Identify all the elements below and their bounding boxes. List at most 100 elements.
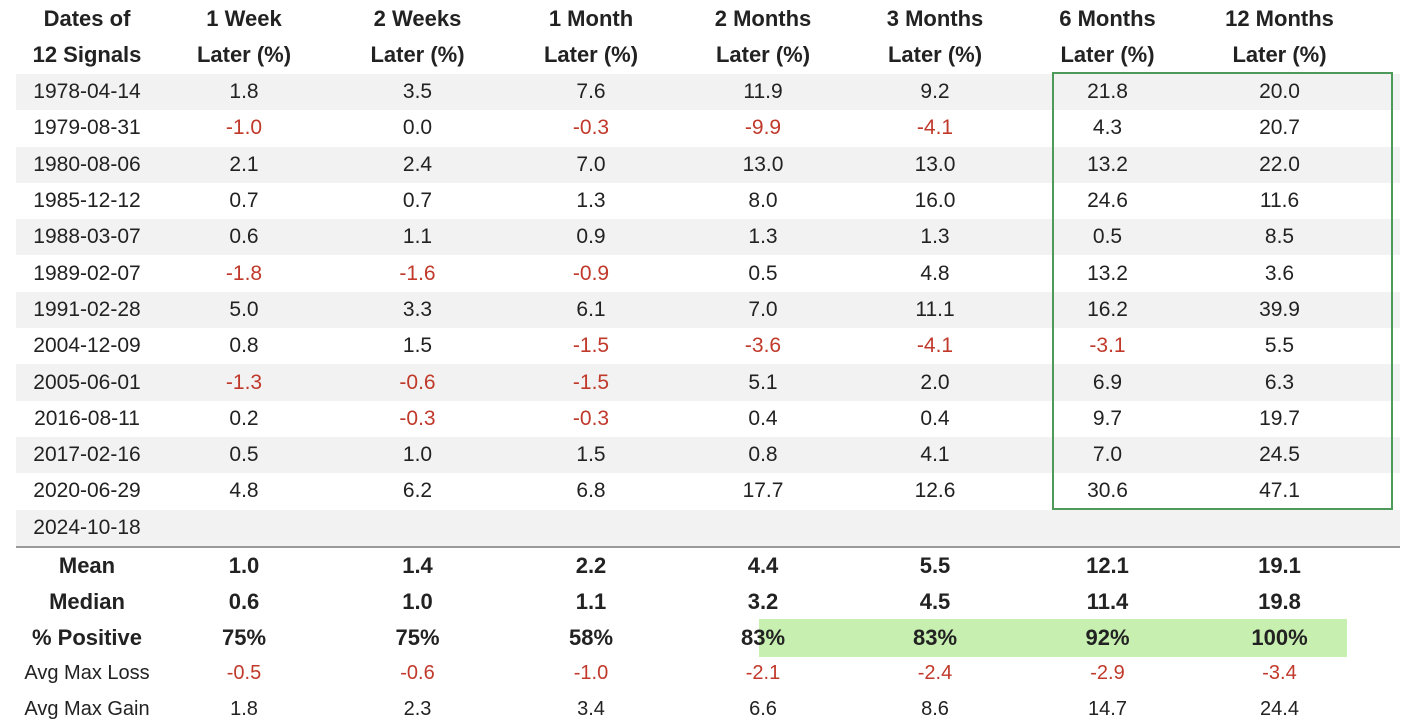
return-cell: -0.9 — [572, 261, 610, 285]
header-1-week: 1 Week Later (%) — [158, 1, 330, 73]
summary-value: 75% — [395, 624, 440, 650]
table-row: 2020-06-29 4.8 6.2 6.8 17.7 12.6 30.6 47.1 — [16, 473, 1400, 509]
return-cell: 0.8 — [748, 443, 778, 467]
summary-label: Median — [49, 588, 125, 614]
table-row: 1980-08-06 2.1 2.4 7.0 13.0 13.0 13.2 22.0 — [16, 146, 1400, 183]
header-line: Later (%) — [543, 42, 639, 67]
return-cell: 7.0 — [748, 297, 778, 321]
signal-date-cell: 1980-08-06 — [33, 152, 141, 176]
return-cell: -4.1 — [916, 116, 954, 140]
signal-date-cell: 2017-02-16 — [33, 443, 141, 467]
return-cell: 6.1 — [576, 297, 606, 321]
return-cell: 0.7 — [229, 189, 259, 213]
return-cell: 9.2 — [920, 80, 950, 104]
summary-value: 3.4 — [577, 698, 605, 721]
return-cell: 21.8 — [1087, 80, 1128, 104]
return-cell: 19.7 — [1259, 406, 1300, 430]
summary-row: % Positive 75% 75% 58% 83% 83% 92% 100% — [16, 620, 1400, 656]
return-cell: 2.0 — [920, 370, 950, 394]
summary-value: 4.4 — [747, 552, 779, 578]
summary-value: 1.0 — [228, 552, 260, 578]
return-cell: 1.8 — [229, 80, 259, 104]
signals-returns-table: Dates of 12 Signals 1 Week Later (%) 2 Wee… — [16, 0, 1400, 728]
return-cell: -1.3 — [225, 370, 263, 394]
summary-value: 19.1 — [1258, 552, 1301, 578]
return-cell: 30.6 — [1087, 479, 1128, 503]
header-line: Later (%) — [1060, 42, 1155, 67]
summary-label: Mean — [58, 552, 116, 578]
header-2-months: 2 Months Later (%) — [677, 1, 849, 73]
summary-label: Avg Max Gain — [24, 698, 150, 721]
return-cell: 1.5 — [402, 334, 433, 358]
summary-value: 5.5 — [919, 552, 951, 578]
table-row: 1988-03-07 0.6 1.1 0.9 1.3 1.3 0.5 8.5 — [16, 219, 1400, 256]
signal-date-cell: 1988-03-07 — [33, 225, 141, 249]
return-cell: 0.5 — [748, 261, 778, 285]
return-cell: 3.3 — [402, 297, 433, 321]
summary-row: Avg Max Gain 1.8 2.3 3.4 6.6 8.6 14.7 24.4 — [16, 692, 1400, 728]
summary-value: 1.1 — [575, 588, 607, 614]
positive-highlight-band — [759, 619, 1347, 657]
header-line: Dates of — [43, 6, 131, 31]
summary-value: 6.6 — [749, 698, 777, 721]
return-cell: 5.1 — [748, 370, 778, 394]
return-cell: 22.0 — [1259, 152, 1300, 176]
return-cell: -0.6 — [399, 370, 436, 394]
header-line: 2 Weeks — [373, 6, 462, 31]
return-cell: 2.1 — [229, 152, 259, 176]
summary-value: 11.4 — [1086, 588, 1129, 614]
return-cell: 20.7 — [1259, 116, 1300, 140]
signal-date-cell: 2020-06-29 — [33, 479, 141, 503]
summary-value: -2.9 — [1090, 662, 1125, 685]
return-cell: 0.5 — [1092, 225, 1123, 249]
signal-date-cell: 2016-08-11 — [34, 406, 140, 430]
header-line: Later (%) — [370, 42, 465, 67]
header-12-months: 12 Months Later (%) — [1194, 1, 1365, 73]
return-cell: -3.1 — [1089, 334, 1126, 358]
return-cell: 16.0 — [914, 189, 956, 213]
summary-label: % Positive — [31, 624, 143, 650]
header-line: 1 Month — [548, 6, 634, 31]
header-line: Later (%) — [715, 42, 811, 67]
signal-date-cell: 1978-04-14 — [33, 80, 141, 104]
summary-value: 4.5 — [919, 588, 951, 614]
signal-date-cell: 1991-02-28 — [33, 297, 141, 321]
return-cell: 6.3 — [1264, 370, 1295, 394]
return-cell: 24.5 — [1259, 443, 1300, 467]
return-cell: 0.0 — [402, 116, 433, 140]
return-cell: 24.6 — [1087, 189, 1128, 213]
signal-date-cell: 1979-08-31 — [33, 116, 141, 140]
return-cell: 3.5 — [402, 80, 433, 104]
return-cell: -3.6 — [744, 334, 782, 358]
header-6-months: 6 Months Later (%) — [1021, 1, 1194, 73]
summary-value: 14.7 — [1088, 698, 1127, 721]
summary-value: 1.4 — [402, 552, 433, 578]
return-cell: 20.0 — [1259, 80, 1300, 104]
return-cell: 1.5 — [576, 443, 606, 467]
summary-value: 83% — [912, 624, 958, 650]
summary-value: 1.8 — [230, 698, 258, 721]
return-cell: 13.0 — [742, 152, 784, 176]
signal-date-cell: 1989-02-07 — [33, 261, 141, 285]
return-cell: -1.0 — [225, 116, 263, 140]
return-cell: 0.2 — [229, 406, 259, 430]
return-cell: 6.8 — [576, 479, 606, 503]
return-cell: 6.9 — [1092, 370, 1123, 394]
table-row: 1985-12-12 0.7 0.7 1.3 8.0 16.0 24.6 11.6 — [16, 183, 1400, 219]
return-cell: 1.3 — [576, 189, 606, 213]
return-cell: 0.9 — [576, 225, 606, 249]
summary-rows: Mean 1.0 1.4 2.2 4.4 5.5 12.1 19.1 Median 0.6 1.0 1… — [16, 545, 1400, 728]
return-cell: 1.0 — [402, 443, 433, 467]
summary-row: Median 0.6 1.0 1.1 3.2 4.5 11.4 19.8 — [16, 584, 1400, 620]
header-line: 3 Months — [886, 6, 984, 31]
summary-row: Mean 1.0 1.4 2.2 4.4 5.5 12.1 19.1 — [16, 545, 1400, 584]
return-cell: 1.3 — [748, 225, 778, 249]
table-row: 2004-12-09 0.8 1.5 -1.5 -3.6 -4.1 -3.1 5.5 — [16, 328, 1400, 364]
summary-value: -0.5 — [226, 662, 262, 685]
header-line: Later (%) — [196, 42, 292, 67]
return-cell: 9.7 — [1092, 406, 1123, 430]
return-cell: 0.6 — [229, 225, 259, 249]
table-header-row: Dates of 12 Signals 1 Week Later (%) 2 Wee… — [16, 0, 1400, 74]
return-cell: 5.5 — [1264, 334, 1295, 358]
return-cell: -1.8 — [225, 261, 263, 285]
